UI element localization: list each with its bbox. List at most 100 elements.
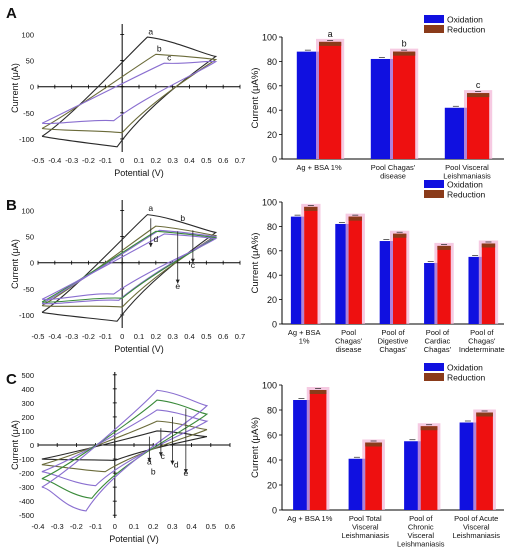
y-tick-label: -400 <box>19 497 34 506</box>
category-label-line: Pool of <box>426 328 450 337</box>
bar-reduction-cap <box>304 206 318 211</box>
x-tick-label: 0.6 <box>218 332 228 341</box>
cv-chart-a: -0.5 -0.4 -0.3 -0.2 -0.1 0 0.1 0.2 0.3 0.4 0.5 0.6 0… <box>10 24 245 178</box>
cv-curve-d <box>41 230 218 303</box>
category-label: Ag + BSA 1% <box>296 163 342 172</box>
bar-reduction <box>393 233 407 324</box>
y-tick-label: 20 <box>267 295 277 305</box>
x-tick-label: 0.3 <box>167 332 177 341</box>
legend-label-reduction: Reduction <box>447 25 486 35</box>
y-tick-label: -200 <box>19 469 34 478</box>
cv-curve-c <box>41 409 209 487</box>
arrow-head <box>170 460 175 465</box>
legend-swatch-reduction <box>424 25 444 33</box>
bar-reduction-cap <box>319 41 342 46</box>
bar-chart-a: 0 20 40 60 80 100 Current (μA%) Ag + BSA 1% Pool… <box>250 15 504 181</box>
y-tick-label: 80 <box>267 406 277 416</box>
y-tick-label: 50 <box>26 233 34 242</box>
y-tick-label: 60 <box>267 431 277 441</box>
curve-label-d: d <box>153 234 158 244</box>
category-label-line: Visceral <box>407 531 434 540</box>
category-label: Pool of Digestive Chagas' <box>378 328 409 354</box>
category-label-line: Pool of Acute <box>454 514 498 523</box>
legend-label-oxidation: Oxidation <box>447 363 483 373</box>
bar-reduction-cap <box>467 93 490 98</box>
bar-label-a: a <box>328 29 333 39</box>
category-label-line: 1% <box>299 337 310 346</box>
category-label-line: Leishmaniasis <box>452 531 500 540</box>
bar-oxidation <box>424 263 438 324</box>
y-tick-label: 0 <box>272 155 277 165</box>
category-label: Pool of Chagas' Indeterminate <box>459 328 505 354</box>
x-tick-label: -0.2 <box>82 332 95 341</box>
bar-oxidation <box>379 241 393 324</box>
x-tick-label: 0.4 <box>184 156 194 165</box>
bar-reduction <box>476 412 493 510</box>
bar-reduction <box>437 245 451 324</box>
y-tick-label: -500 <box>19 511 34 520</box>
y-tick-label: -50 <box>23 109 34 118</box>
category-label-line: Leishmaniasis <box>443 172 491 181</box>
y-tick-label: -300 <box>19 483 34 492</box>
legend-label-reduction: Reduction <box>447 190 486 200</box>
y-tick-label: 80 <box>267 57 277 67</box>
x-axis-label: Potential (V) <box>114 168 164 178</box>
category-label-line: Ag + BSA 1% <box>296 163 342 172</box>
category-label-line: Chagas' <box>335 337 363 346</box>
bar-reduction <box>348 216 362 324</box>
x-tick-label: 0.1 <box>129 522 139 531</box>
y-tick-label: 20 <box>267 130 277 140</box>
bar-reduction-cap <box>437 245 451 250</box>
bar-reduction <box>365 442 382 510</box>
y-tick-label: 50 <box>26 57 34 66</box>
curve-label-c: c <box>167 53 172 63</box>
category-label-line: Pool Chagas' <box>371 163 416 172</box>
cv-curve-d <box>41 399 209 499</box>
y-tick-label: 100 <box>262 33 277 43</box>
bar-oxidation <box>404 441 421 510</box>
y-tick-label: -100 <box>19 135 34 144</box>
curve-label-c: c <box>161 451 166 461</box>
y-tick-label: -50 <box>23 285 34 294</box>
category-label: Ag + BSA 1% <box>288 328 321 346</box>
category-label-line: Indeterminate <box>459 345 505 354</box>
y-tick-label: 100 <box>21 427 34 436</box>
curve-label-b: b <box>180 213 185 223</box>
x-tick-label: -0.5 <box>32 156 45 165</box>
y-axis-label: Current (μA) <box>10 239 20 289</box>
y-tick-label: 40 <box>267 271 277 281</box>
x-tick-label: 0.2 <box>151 156 161 165</box>
y-tick-label: 60 <box>267 81 277 91</box>
x-tick-label: -0.3 <box>51 522 64 531</box>
bar-oxidation <box>459 422 477 510</box>
cv-curve-e <box>41 233 218 301</box>
bar-reduction-cap <box>476 412 493 417</box>
category-label-line: disease <box>336 345 362 354</box>
x-tick-label: -0.2 <box>70 522 83 531</box>
legend-label-oxidation: Oxidation <box>447 15 483 25</box>
bar-reduction <box>481 243 496 324</box>
y-tick-label: -100 <box>19 311 34 320</box>
y-tick-label: 300 <box>21 399 34 408</box>
bar-label-b: b <box>402 39 407 49</box>
x-tick-label: 0.1 <box>134 332 144 341</box>
category-label-line: Pool Visceral <box>445 163 489 172</box>
x-tick-label: -0.4 <box>48 156 61 165</box>
category-label-line: Ag + BSA 1% <box>287 514 333 523</box>
x-tick-label: 0.2 <box>151 332 161 341</box>
cv-curve-c <box>41 60 218 125</box>
category-label: Pool of Chronic Visceral Leishmaniasis <box>397 514 445 549</box>
x-tick-label: 0.1 <box>134 156 144 165</box>
y-tick-label: -100 <box>19 455 34 464</box>
category-label-line: Visceral <box>352 523 379 532</box>
y-tick-label: 500 <box>21 371 34 380</box>
y-tick-label: 80 <box>267 222 277 232</box>
bar-oxidation <box>370 58 393 159</box>
legend-swatch-oxidation <box>424 15 444 23</box>
category-label-line: Chagas' <box>424 345 452 354</box>
bar-reduction <box>309 390 327 510</box>
category-label-line: Pool of <box>381 328 405 337</box>
x-tick-label: -0.1 <box>99 332 112 341</box>
